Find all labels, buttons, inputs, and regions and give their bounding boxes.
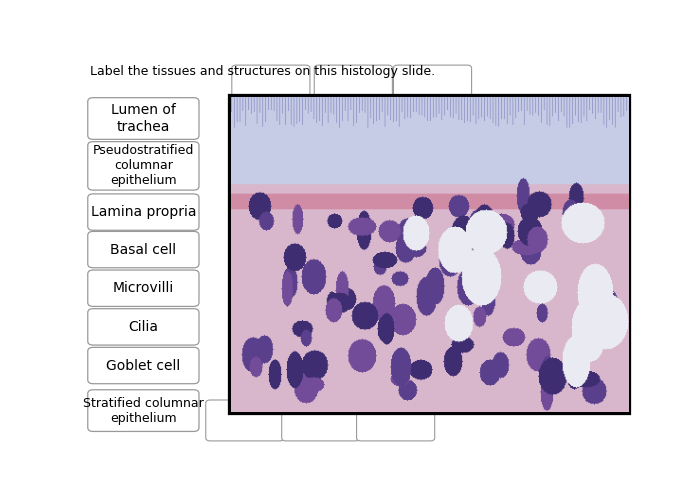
FancyBboxPatch shape [232,65,310,106]
FancyBboxPatch shape [281,400,360,441]
FancyBboxPatch shape [88,308,199,345]
Text: Label the tissues and structures on this histology slide.: Label the tissues and structures on this… [90,65,435,78]
Text: Cilia: Cilia [128,320,158,334]
FancyBboxPatch shape [88,390,199,431]
Text: Microvilli: Microvilli [113,281,174,295]
FancyBboxPatch shape [314,65,393,106]
Text: Stratified columnar
epithelium: Stratified columnar epithelium [83,397,204,425]
Text: Basal cell: Basal cell [111,243,176,257]
Text: Pseudostratified
columnar
epithelium: Pseudostratified columnar epithelium [92,144,194,187]
Text: © The McGraw-Hill Companies,
Inc./Dennis Strete, photographer: © The McGraw-Hill Companies, Inc./Dennis… [465,389,626,410]
Text: Lamina propria: Lamina propria [90,205,196,219]
FancyBboxPatch shape [88,270,199,307]
FancyBboxPatch shape [356,400,435,441]
Text: Goblet cell: Goblet cell [106,359,181,372]
FancyBboxPatch shape [88,231,199,268]
FancyBboxPatch shape [88,347,199,384]
Bar [231,97,629,412]
FancyBboxPatch shape [88,142,199,190]
FancyBboxPatch shape [88,194,199,230]
FancyBboxPatch shape [393,65,472,106]
FancyBboxPatch shape [206,400,284,441]
Text: Lumen of
trachea: Lumen of trachea [111,103,176,134]
FancyBboxPatch shape [88,98,199,139]
